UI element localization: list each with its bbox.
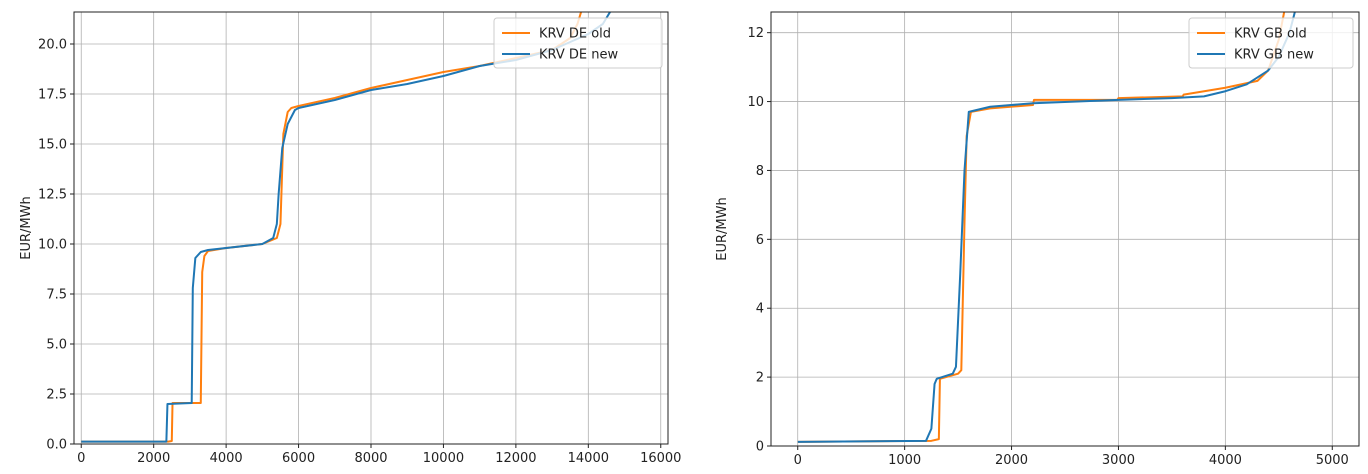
y-tick-label: 6	[756, 233, 764, 248]
legend-label: KRV GB new	[1234, 48, 1314, 63]
y-axis-label: EUR/MWh	[715, 197, 730, 260]
legend-label: KRV GB old	[1234, 27, 1307, 42]
chart-gb: 0 1000 2000 3000 4000 5000 0 2 4 6 8 10 12 EUR/MWh K…	[715, 11, 1360, 468]
x-tick-label: 1000	[888, 453, 921, 468]
x-tick-label: 16000	[640, 451, 681, 466]
y-tick-label: 0.0	[46, 438, 67, 453]
x-tick-label: 0	[77, 451, 85, 466]
x-tick-label: 6000	[282, 451, 315, 466]
y-tick-label: 7.5	[46, 288, 67, 303]
x-tick-label: 8000	[354, 451, 387, 466]
chart-de: 0 2000 4000 6000 8000 10000 12000 14000 16000 0.0…	[19, 11, 681, 467]
y-tick-label: 12	[747, 26, 764, 41]
series-lines	[797, 12, 1296, 443]
y-tick-label: 8	[756, 164, 764, 179]
series-line-new	[81, 12, 611, 443]
y-tick-label: 2	[756, 371, 764, 386]
y-tick-label: 20.0	[38, 38, 67, 53]
series-lines	[81, 12, 611, 443]
y-tick-label: 5.0	[46, 338, 67, 353]
y-tick-label: 4	[756, 302, 764, 317]
series-line-old	[81, 12, 583, 443]
series-line-new	[797, 12, 1296, 443]
legend-label: KRV DE old	[539, 27, 611, 42]
legend-label: KRV DE new	[539, 48, 618, 63]
legend: KRV DE old KRV DE new	[493, 17, 663, 69]
y-tick-label: 2.5	[46, 388, 67, 403]
y-tick-label: 0	[756, 440, 764, 455]
x-tick-label: 2000	[995, 453, 1028, 468]
y-axis-label: EUR/MWh	[19, 196, 34, 259]
x-tick-label: 4000	[1209, 453, 1242, 468]
y-tick-label: 17.5	[38, 88, 67, 103]
y-tick-label: 12.5	[38, 188, 67, 203]
y-tick-label: 10.0	[38, 238, 67, 253]
axis-ticks: 0 1000 2000 3000 4000 5000 0 2 4 6 8 10 12	[747, 26, 1348, 468]
x-tick-label: 10000	[423, 451, 464, 466]
y-tick-label: 15.0	[38, 138, 67, 153]
x-tick-label: 2000	[137, 451, 170, 466]
x-tick-label: 4000	[210, 451, 243, 466]
legend-box	[493, 17, 663, 69]
x-tick-label: 12000	[495, 451, 536, 466]
legend: KRV GB old KRV GB new	[1188, 17, 1354, 69]
grid-lines	[771, 12, 1359, 447]
x-tick-label: 5000	[1316, 453, 1349, 468]
x-tick-label: 0	[794, 453, 802, 468]
x-tick-label: 14000	[568, 451, 609, 466]
x-tick-label: 3000	[1102, 453, 1135, 468]
grid-lines	[74, 12, 668, 445]
axis-ticks: 0 2000 4000 6000 8000 10000 12000 14000 16000 0.0…	[38, 38, 681, 467]
y-tick-label: 10	[747, 95, 764, 110]
legend-box	[1188, 17, 1354, 69]
axes-frame	[770, 11, 1360, 447]
